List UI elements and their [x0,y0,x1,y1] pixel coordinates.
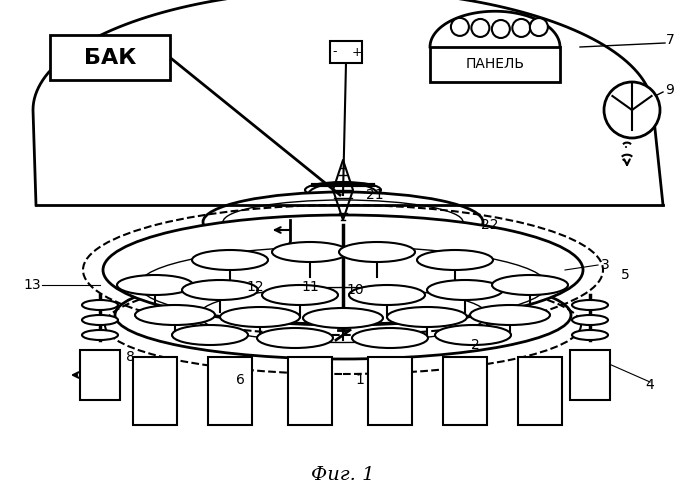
Text: ПАНЕЛЬ: ПАНЕЛЬ [466,58,524,71]
Ellipse shape [349,285,425,305]
Text: 12: 12 [246,280,264,294]
Text: -: - [333,46,337,59]
Ellipse shape [220,307,300,327]
Ellipse shape [470,305,550,325]
Text: 13: 13 [23,278,41,292]
Text: 5: 5 [620,268,629,282]
Ellipse shape [182,280,258,300]
Bar [50,35,170,80]
Ellipse shape [272,242,348,262]
Ellipse shape [103,215,583,325]
Ellipse shape [572,330,608,340]
Text: 6: 6 [236,373,245,387]
Circle shape [492,20,510,38]
Bar [570,350,610,400]
Bar [208,357,252,425]
Circle shape [604,82,660,138]
Ellipse shape [435,325,511,345]
Ellipse shape [572,300,608,310]
Circle shape [513,19,530,37]
Bar [368,357,412,425]
Ellipse shape [303,308,383,328]
Bar [133,357,177,425]
Circle shape [530,18,548,36]
Ellipse shape [572,315,608,325]
Ellipse shape [257,328,333,348]
Text: 2: 2 [471,338,480,352]
Text: Фиг. 1: Фиг. 1 [311,466,374,484]
Text: 21: 21 [366,188,384,202]
Ellipse shape [203,192,483,252]
Text: 9: 9 [666,83,675,97]
Text: 4: 4 [646,378,655,392]
Ellipse shape [417,250,493,270]
Ellipse shape [135,305,215,325]
Ellipse shape [115,271,571,359]
Circle shape [471,19,489,37]
Bar [80,350,120,400]
Ellipse shape [387,307,467,327]
Ellipse shape [172,325,248,345]
Ellipse shape [262,285,338,305]
Text: 8: 8 [126,350,135,364]
Text: 3: 3 [600,258,609,272]
Text: БАК: БАК [84,48,136,68]
Ellipse shape [82,330,118,340]
Ellipse shape [427,280,503,300]
Text: 11: 11 [301,280,319,294]
Text: 22: 22 [482,218,499,232]
Bar [288,357,332,425]
Text: 7: 7 [666,33,675,47]
Ellipse shape [492,275,568,295]
Text: 10: 10 [346,283,364,297]
Bar [430,47,560,82]
Text: 1: 1 [356,373,364,387]
Ellipse shape [192,250,268,270]
Ellipse shape [82,300,118,310]
Text: +: + [352,46,362,59]
Ellipse shape [82,315,118,325]
Bar [443,357,487,425]
Ellipse shape [339,242,415,262]
Bar [518,357,562,425]
Circle shape [451,18,469,36]
Ellipse shape [117,275,193,295]
Ellipse shape [352,328,428,348]
Bar [330,41,362,63]
